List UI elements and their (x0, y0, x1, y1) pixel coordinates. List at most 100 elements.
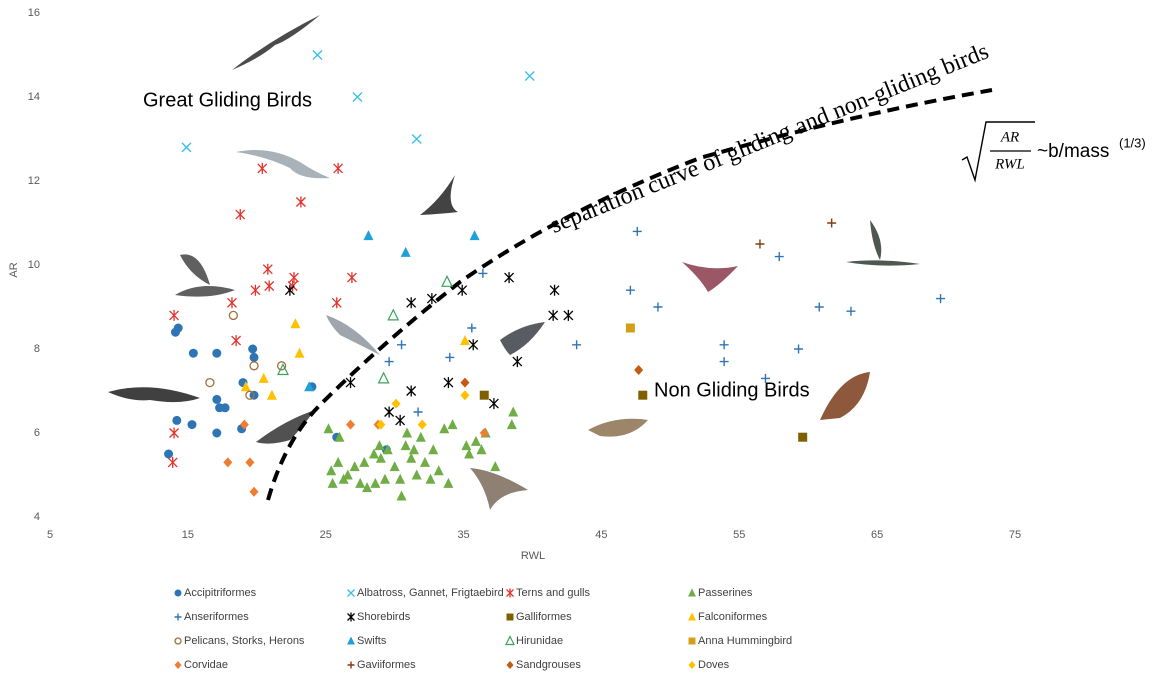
point (467, 323, 477, 333)
point (406, 385, 417, 397)
point (284, 284, 295, 296)
point (334, 431, 345, 442)
point (411, 134, 422, 144)
x-axis-label: RWL (521, 550, 545, 562)
point (363, 230, 374, 241)
point (470, 435, 481, 446)
series (167, 162, 357, 468)
bird-silhouette (232, 15, 320, 70)
legend-label: Corvidae (184, 659, 228, 671)
y-tick-label: 14 (28, 91, 40, 103)
point (548, 309, 559, 321)
point (362, 482, 373, 493)
point (774, 252, 784, 262)
point (408, 444, 419, 455)
point (846, 306, 856, 316)
point (376, 419, 386, 430)
point (387, 308, 400, 321)
point (508, 406, 519, 417)
point (331, 297, 342, 309)
point (468, 339, 479, 351)
point (249, 352, 259, 362)
y-tick-label: 8 (34, 343, 40, 355)
bird-illustrations (108, 15, 920, 510)
point (395, 414, 406, 426)
series (181, 50, 535, 153)
point (249, 361, 259, 371)
point (276, 361, 287, 371)
point (464, 448, 475, 459)
separation-curve (266, 88, 993, 501)
y-tick-label: 4 (34, 511, 40, 523)
point (415, 431, 426, 442)
point (235, 209, 246, 221)
point (264, 280, 275, 292)
point (223, 457, 233, 468)
point (349, 461, 360, 472)
point (248, 344, 258, 354)
point (266, 389, 277, 400)
y-tick-label: 16 (28, 7, 40, 19)
series (384, 226, 946, 417)
series (460, 365, 644, 388)
point (794, 344, 804, 354)
legend-marker (347, 661, 355, 669)
legend-marker (174, 661, 182, 669)
bird-silhouette (682, 262, 738, 292)
legend-label: Pelicans, Storks, Herons (184, 635, 305, 647)
point (441, 274, 453, 287)
point (400, 246, 411, 257)
point (374, 440, 385, 451)
x-tick-label: 15 (182, 529, 194, 541)
annotation: Great Gliding Birds (143, 89, 312, 111)
legend-label: Swifts (357, 635, 387, 647)
series (376, 390, 470, 430)
point (478, 268, 488, 278)
point (504, 272, 515, 284)
bird-silhouette (470, 468, 528, 510)
legend-marker (688, 588, 696, 597)
bird-silhouette (326, 315, 380, 355)
point (490, 461, 501, 472)
point (239, 419, 249, 430)
point (295, 196, 306, 208)
point (231, 335, 242, 347)
point (240, 381, 251, 392)
point (245, 390, 255, 400)
point (326, 465, 337, 476)
point (205, 377, 215, 388)
point (228, 310, 239, 321)
legend-label: Doves (698, 659, 730, 671)
point (346, 419, 356, 430)
legend-label: Accipitriformes (184, 587, 257, 599)
formula-relation: ~b/mass (1037, 141, 1109, 162)
legend-marker (506, 613, 514, 621)
point (447, 419, 458, 430)
point (457, 284, 468, 296)
legend-marker (347, 612, 355, 622)
point (653, 302, 663, 312)
legend-marker (505, 635, 515, 646)
x-tick-label: 75 (1009, 529, 1021, 541)
point (169, 427, 180, 439)
series (479, 390, 808, 442)
point (397, 340, 407, 350)
formula-denominator: RWL (994, 156, 1025, 172)
point (262, 263, 273, 275)
point (413, 407, 423, 417)
point (377, 371, 390, 384)
point (375, 452, 386, 463)
point (333, 162, 344, 174)
point (425, 473, 436, 484)
point (827, 218, 837, 228)
legend-label: Galliformes (516, 611, 572, 623)
point (428, 444, 439, 455)
legend-label: Anseriformes (184, 611, 249, 623)
bird-silhouette (175, 254, 235, 297)
point (461, 440, 472, 451)
bird-silhouette (588, 418, 648, 437)
bird-silhouette (820, 372, 870, 420)
point (391, 398, 401, 409)
legend-marker (688, 637, 696, 645)
point (563, 309, 574, 321)
